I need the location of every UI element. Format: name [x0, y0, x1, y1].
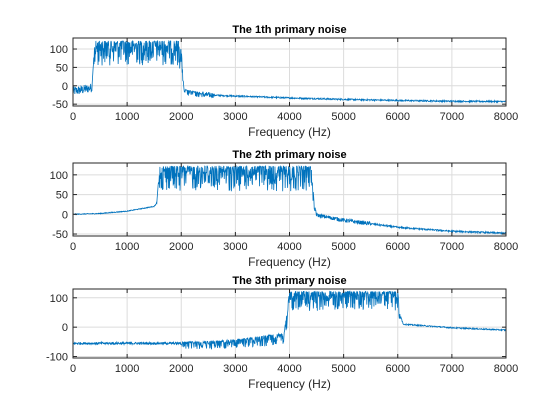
y-tick-label: 100 — [50, 293, 68, 305]
x-tick-label: 1000 — [115, 241, 139, 253]
chart-title: The 1th primary noise — [232, 24, 346, 36]
x-tick-label: 0 — [70, 111, 76, 123]
subplot-3: 0 1000 2000 3000 4000 5000 6000 7000 8000-100010… — [46, 275, 518, 391]
x-tick-label: 0 — [70, 363, 76, 375]
x-tick-label: 3000 — [223, 363, 247, 375]
x-tick-label: 6000 — [386, 363, 410, 375]
y-tick-label: 0 — [62, 81, 68, 93]
x-axis-label: Frequency (Hz) — [248, 255, 331, 269]
x-tick-label: 7000 — [440, 363, 464, 375]
x-tick-label: 7000 — [440, 241, 464, 253]
x-tick-label: 2000 — [169, 111, 193, 123]
x-tick-label: 8000 — [494, 363, 518, 375]
y-tick-label: 50 — [56, 62, 68, 74]
y-tick-label: 0 — [62, 322, 68, 334]
y-tick-label: -50 — [52, 229, 68, 241]
x-tick-label: 5000 — [331, 363, 355, 375]
x-axis-label: Frequency (Hz) — [248, 125, 331, 139]
x-tick-label: 3000 — [223, 241, 247, 253]
x-tick-label: 2000 — [169, 363, 193, 375]
y-tick-label: 100 — [50, 170, 68, 182]
x-tick-label: 4000 — [277, 111, 301, 123]
x-tick-label: 4000 — [277, 241, 301, 253]
x-tick-label: 4000 — [277, 363, 301, 375]
subplot-1: 0 1000 2000 3000 4000 5000 6000 7000 8000-500501… — [50, 24, 519, 139]
x-tick-label: 1000 — [115, 111, 139, 123]
x-tick-label: 7000 — [440, 111, 464, 123]
y-tick-label: 50 — [56, 190, 68, 202]
y-tick-label: 100 — [50, 44, 68, 56]
x-tick-label: 5000 — [331, 111, 355, 123]
subplot-2: 0 1000 2000 3000 4000 5000 6000 7000 8000-500501… — [50, 149, 519, 269]
x-tick-label: 8000 — [494, 241, 518, 253]
series-line-1 — [72, 39, 507, 104]
x-tick-label: 3000 — [223, 111, 247, 123]
x-tick-label: 1000 — [115, 363, 139, 375]
chart-title: The 2th primary noise — [232, 149, 346, 161]
x-tick-label: 0 — [70, 241, 76, 253]
x-tick-label: 6000 — [386, 111, 410, 123]
x-tick-label: 2000 — [169, 241, 193, 253]
x-tick-label: 6000 — [386, 241, 410, 253]
y-tick-label: -100 — [46, 352, 68, 364]
x-axis-label: Frequency (Hz) — [248, 377, 331, 391]
series-line-1 — [72, 164, 507, 236]
chart-title: The 3th primary noise — [232, 275, 346, 287]
y-tick-label: 0 — [62, 209, 68, 221]
x-tick-label: 5000 — [331, 241, 355, 253]
x-tick-label: 8000 — [494, 111, 518, 123]
y-tick-label: -50 — [52, 99, 68, 111]
